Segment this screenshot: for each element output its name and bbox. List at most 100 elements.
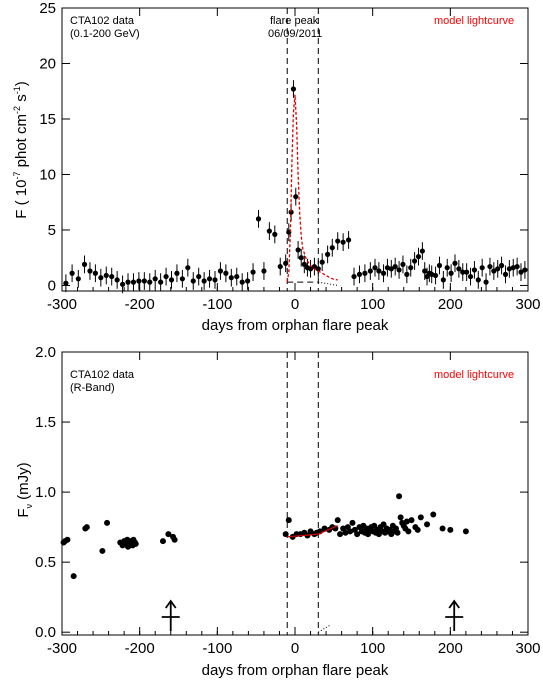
top-data-point bbox=[266, 228, 272, 234]
bottom-data-point bbox=[99, 547, 106, 554]
bottom-x-tick-label: 0 bbox=[291, 640, 299, 657]
top-data-point bbox=[319, 259, 325, 265]
top-data-point bbox=[130, 279, 137, 285]
top-data-point bbox=[98, 275, 104, 281]
bottom-y-tick-label: 2.0 bbox=[35, 344, 56, 361]
top-data-point bbox=[422, 268, 428, 274]
top-data-points bbox=[63, 80, 528, 294]
bottom-data-point bbox=[396, 493, 403, 500]
top-data-point bbox=[471, 267, 478, 273]
bottom-data-point bbox=[408, 517, 415, 524]
top-vertical-markers bbox=[286, 8, 338, 291]
top-y-tick-label: 10 bbox=[39, 166, 56, 183]
top-data-point bbox=[293, 194, 299, 200]
bottom-data-point bbox=[159, 538, 166, 545]
top-annotation-data-2: (0.1-200 GeV) bbox=[70, 28, 140, 40]
bottom-data-point bbox=[342, 529, 349, 536]
top-data-point bbox=[163, 273, 169, 280]
top-data-point bbox=[272, 231, 278, 237]
top-y-tick-label: 0 bbox=[48, 277, 56, 294]
top-model-curve bbox=[286, 94, 338, 283]
top-annotation-peak-1: flare peak bbox=[270, 15, 319, 27]
bottom-x-tick-label: -200 bbox=[125, 640, 155, 657]
top-plot-frame bbox=[61, 7, 529, 292]
bottom-x-tick-label: 100 bbox=[360, 640, 385, 657]
top-data-point bbox=[69, 270, 75, 276]
bottom-data-point bbox=[104, 519, 111, 526]
top-y-tick-label: 5 bbox=[48, 222, 56, 239]
top-data-point bbox=[498, 262, 505, 269]
top-data-point bbox=[301, 261, 307, 267]
bottom-y-tick-label: 1.5 bbox=[35, 414, 56, 431]
bottom-x-tick-label: -100 bbox=[202, 640, 232, 657]
top-data-point bbox=[329, 245, 335, 251]
bottom-data-point bbox=[132, 540, 139, 547]
bottom-data-points bbox=[60, 493, 469, 580]
bottom-data-point bbox=[414, 526, 421, 533]
top-data-point bbox=[255, 216, 262, 222]
bottom-data-point bbox=[282, 531, 289, 538]
top-data-point bbox=[277, 263, 283, 270]
top-data-point bbox=[351, 273, 357, 280]
bottom-data-point bbox=[462, 528, 469, 535]
top-x-tick-label: -300 bbox=[47, 296, 77, 313]
top-data-point bbox=[487, 263, 493, 270]
top-x-tick-label: 0 bbox=[291, 296, 299, 313]
top-data-point bbox=[388, 266, 394, 272]
top-data-point bbox=[87, 268, 93, 274]
bottom-data-point bbox=[334, 517, 341, 524]
top-data-point bbox=[290, 86, 297, 92]
top-data-point bbox=[448, 270, 454, 276]
top-data-point bbox=[408, 265, 414, 271]
top-data-point bbox=[325, 251, 331, 257]
bottom-data-point bbox=[439, 525, 446, 532]
top-annotation-peak-2: 06/09/2011 bbox=[268, 28, 322, 40]
bottom-data-point bbox=[165, 531, 172, 538]
top-data-point bbox=[298, 255, 304, 261]
top-data-point bbox=[212, 277, 218, 283]
top-data-point bbox=[206, 276, 213, 282]
top-data-point bbox=[250, 269, 256, 275]
bottom-data-point bbox=[371, 522, 378, 529]
top-annotation-model: model lightcurve bbox=[434, 15, 514, 27]
top-data-point bbox=[158, 279, 164, 285]
bottom-data-point bbox=[403, 518, 410, 525]
top-data-point bbox=[345, 237, 352, 243]
top-data-point bbox=[396, 267, 402, 273]
top-data-point bbox=[245, 278, 251, 284]
top-data-point bbox=[103, 272, 109, 279]
bottom-data-point bbox=[417, 514, 424, 521]
bottom-data-point bbox=[83, 524, 90, 531]
top-x-axis-label: days from orphan flare peak bbox=[202, 317, 389, 334]
top-data-point bbox=[307, 266, 314, 272]
panel-top-fermi: -300 -200 -100 0 100 200 300 0 5 10 15 20 25 CTA102… bbox=[12, 0, 541, 334]
bottom-y-tick-label: 0.5 bbox=[35, 554, 56, 571]
top-data-point bbox=[223, 270, 229, 276]
top-data-point bbox=[372, 265, 378, 271]
top-data-point bbox=[141, 278, 147, 284]
top-dotted-line bbox=[318, 281, 338, 286]
top-model-line bbox=[286, 94, 338, 283]
top-data-point bbox=[456, 266, 462, 272]
bottom-plot-frame bbox=[61, 351, 529, 636]
top-data-point bbox=[522, 267, 528, 273]
top-data-point bbox=[217, 268, 224, 274]
bottom-data-point bbox=[354, 531, 361, 538]
top-data-point bbox=[201, 278, 207, 284]
upper-limit-arrow-head bbox=[165, 599, 177, 609]
bottom-data-point bbox=[405, 528, 412, 535]
bottom-y-ticks: 0.0 0.5 1.0 1.5 2.0 bbox=[35, 344, 528, 641]
top-y-tick-label: 25 bbox=[39, 0, 56, 17]
top-data-point bbox=[460, 269, 466, 275]
bottom-x-ticks: -300 -200 -100 0 100 200 300 bbox=[47, 352, 541, 657]
top-data-point bbox=[239, 279, 245, 285]
bottom-data-point bbox=[394, 529, 401, 536]
top-data-point bbox=[404, 271, 410, 277]
bottom-x-tick-label: -300 bbox=[47, 640, 77, 657]
bottom-data-point bbox=[397, 514, 404, 521]
top-data-point bbox=[444, 265, 450, 271]
bottom-data-point bbox=[337, 531, 344, 538]
bottom-annotation-data-1: CTA102 data bbox=[70, 369, 135, 381]
top-data-point bbox=[234, 273, 240, 280]
top-data-point bbox=[495, 266, 501, 272]
